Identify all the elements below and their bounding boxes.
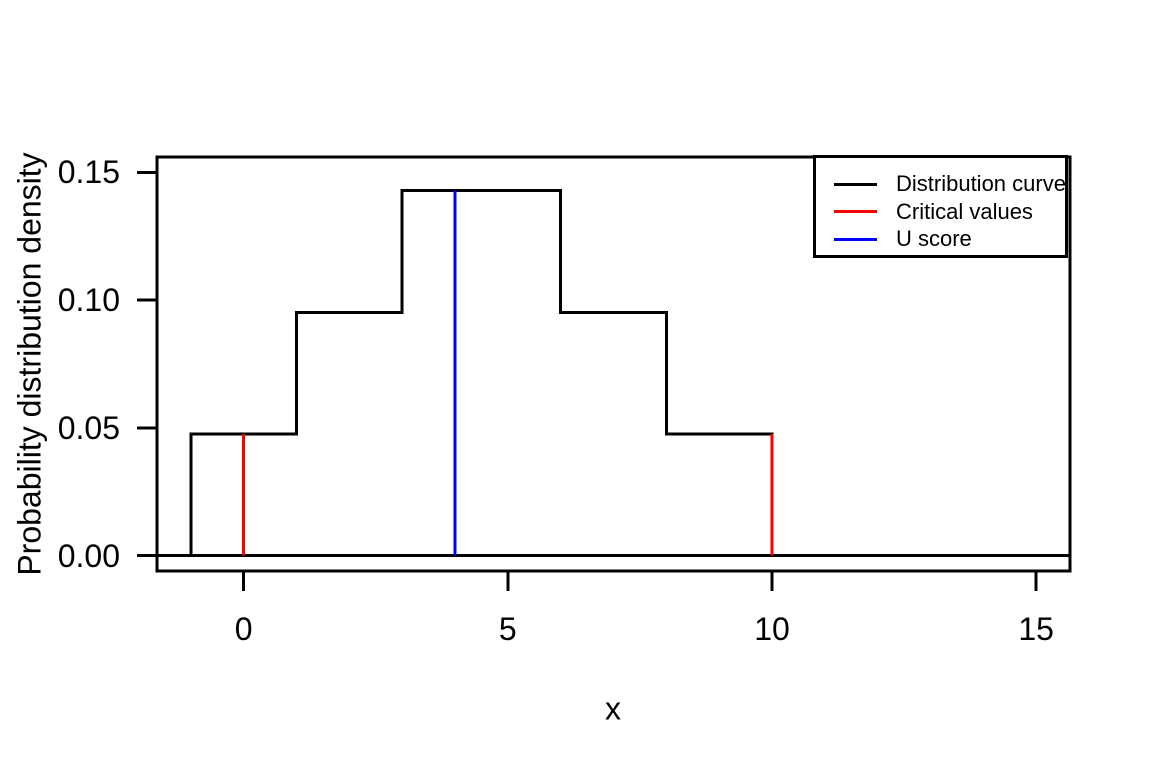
legend-box: Distribution curve Critical values U sco… [813, 155, 1068, 258]
legend-label-critical-values: Critical values [896, 198, 1033, 224]
x-tick-label-10: 10 [754, 611, 790, 647]
x-tick-label-0: 0 [234, 611, 253, 647]
legend-item-critical-values: Critical values [816, 198, 1065, 226]
y-axis-title: Probability distribution density [11, 152, 48, 576]
plot-box [155, 155, 1072, 573]
legend-line-sample-black [834, 182, 877, 186]
legend-label-distribution-curve: Distribution curve [896, 171, 1066, 197]
legend-line-sample-blue [834, 237, 877, 241]
legend-line-sample-red [834, 210, 877, 214]
legend-item-distribution-curve: Distribution curve [816, 171, 1066, 199]
y-tick-label-0.05: 0.05 [57, 409, 120, 446]
legend-item-u-score: U score [816, 226, 1065, 254]
x-tick-label-15: 15 [1018, 611, 1054, 647]
y-tick-label-0.00: 0.00 [57, 537, 120, 574]
x-axis-title: x [605, 690, 621, 727]
y-tick-label-0.10: 0.10 [57, 282, 120, 319]
distribution-curve [189, 188, 774, 556]
x-tick-label-5: 5 [498, 611, 517, 647]
legend-label-u-score: U score [896, 226, 972, 252]
y-tick-label-0.15: 0.15 [57, 154, 120, 191]
